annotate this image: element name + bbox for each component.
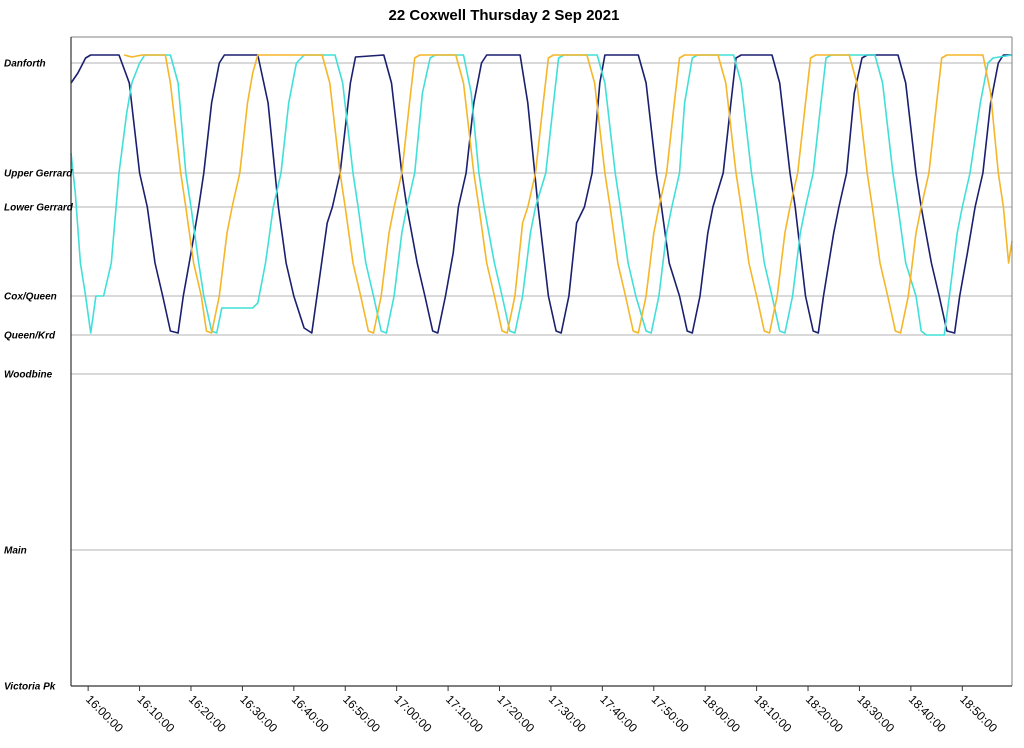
stop-label: Lower Gerrard xyxy=(4,203,74,214)
x-tick-label: 16:50:00 xyxy=(340,692,383,735)
x-tick-label: 18:10:00 xyxy=(751,692,794,735)
x-tick-label: 18:30:00 xyxy=(854,692,897,735)
x-tick-label: 16:30:00 xyxy=(237,692,280,735)
stop-label: Upper Gerrard xyxy=(4,169,73,180)
x-tick-label: 18:20:00 xyxy=(803,692,846,735)
stop-label: Cox/Queen xyxy=(4,292,57,303)
gridlines xyxy=(71,62,1012,551)
x-tick-label: 16:20:00 xyxy=(186,692,229,735)
x-tick-label: 17:40:00 xyxy=(597,692,640,735)
x-tick-label: 18:50:00 xyxy=(957,692,1000,735)
stop-label: Danforth xyxy=(4,59,46,70)
x-tick-label: 17:50:00 xyxy=(649,692,692,735)
stop-label: Queen/Krd xyxy=(4,331,56,342)
stop-label: Main xyxy=(4,546,27,557)
stop-label: Woodbine xyxy=(4,370,53,381)
series-lines xyxy=(70,54,1013,336)
series-line-2 xyxy=(70,54,1013,336)
stop-labels: Danforth Upper Gerrard Lower Gerrard Cox/Qu… xyxy=(4,59,74,693)
x-tick-label: 16:40:00 xyxy=(289,692,332,735)
x-tick-label: 17:00:00 xyxy=(392,692,435,735)
x-tick-label: 17:20:00 xyxy=(494,692,537,735)
x-tick-labels: 16:00:00 16:10:00 16:20:00 16:30:00 16:40:00… xyxy=(83,692,1000,735)
x-tick-label: 18:00:00 xyxy=(700,692,743,735)
chart-title: 22 Coxwell Thursday 2 Sep 2021 xyxy=(389,7,620,24)
x-tick-label: 18:40:00 xyxy=(906,692,949,735)
x-tick-label: 17:10:00 xyxy=(443,692,486,735)
x-tick-label: 16:00:00 xyxy=(83,692,126,735)
series-line-1 xyxy=(70,54,1012,334)
stop-label: Victoria Pk xyxy=(4,682,56,693)
series-line-3 xyxy=(123,54,1013,334)
x-tick-label: 16:10:00 xyxy=(134,692,177,735)
x-tick-label: 17:30:00 xyxy=(546,692,589,735)
axes xyxy=(70,36,1013,691)
